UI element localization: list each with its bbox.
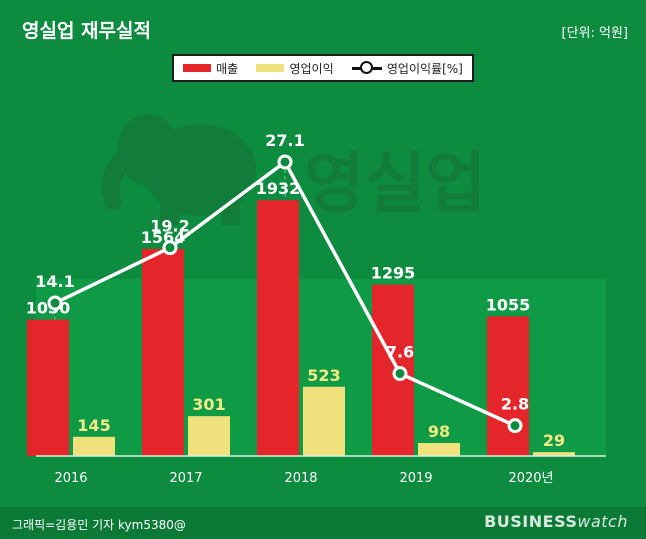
label-margin: 2.8 [501,395,529,414]
bar-operating-profit [418,443,460,456]
bar-revenue [372,284,414,456]
x-tick-label: 2019 [399,471,432,486]
label-margin: 19.2 [150,217,189,236]
watermark-elephant-trunk [102,150,132,210]
elephant-watermark: 영실업 [102,114,486,225]
label-margin: 7.6 [386,343,414,362]
brand-bold: BUSINESS [484,512,578,531]
bar-operating-profit [188,416,230,456]
margin-point [392,366,408,382]
legend-swatch-revenue [183,64,212,72]
label-operating-profit: 98 [428,422,450,441]
watermark-elephant-leg [160,195,178,225]
legend-item-operating-profit: 영업이익 [256,60,334,77]
legend-item-revenue: 매출 [183,60,238,77]
legend-swatch-margin [351,61,382,75]
margin-line-group: 14.1 19.2 27.1 7.6 2.8 [35,131,529,434]
bar-revenue [142,248,184,456]
brand-logo: BUSINESSwatch [484,512,628,531]
x-tick-label: 2018 [284,471,317,486]
legend-swatch-operating-profit [256,64,285,72]
x-tick-label: 2017 [169,471,202,486]
watermark-elephant-leg [222,195,240,225]
margin-point [507,418,523,434]
label-margin: 14.1 [35,272,74,291]
unit-label: [단위: 억원] [561,26,629,41]
label-margin: 27.1 [265,131,304,150]
label-revenue: 1932 [256,179,301,198]
x-tick-labels: 2016 2017 2018 2019 2020년 [54,471,553,486]
label-revenue: 1295 [371,264,416,283]
chart-title: 영실업 재무실적 [22,20,151,42]
legend-label-operating-profit: 영업이익 [289,61,334,76]
margin-point [47,295,63,311]
watermark-text: 영실업 [304,145,486,222]
footer-bar [0,507,646,539]
bar-revenue [27,319,69,456]
bar-revenue [487,316,529,456]
bar-revenue [257,200,299,456]
legend-item-margin: 영업이익률[%] [351,60,463,77]
watermark-elephant-body [144,124,256,216]
margin-point [162,240,178,256]
legend: 매출 영업이익 영업이익률[%] [172,54,474,82]
label-operating-profit: 29 [543,431,565,450]
brand-light: watch [577,512,628,531]
bars-group [27,200,575,456]
label-operating-profit: 523 [307,366,340,385]
margin-point [277,154,293,170]
legend-label-revenue: 매출 [216,61,239,76]
label-operating-profit: 301 [192,395,225,414]
legend-label-margin: 영업이익률[%] [386,61,463,76]
x-tick-label: 2016 [54,471,87,486]
bar-operating-profit [303,386,345,456]
bar-operating-profit [73,436,115,456]
bar-operating-profit [533,452,575,456]
watermark-elephant-head [118,114,178,186]
credit-text: 그래픽=김용민 기자 kym5380@ [12,518,186,532]
x-tick-label: 2020년 [508,471,553,486]
label-revenue: 1055 [486,295,531,314]
label-operating-profit: 145 [77,416,110,435]
